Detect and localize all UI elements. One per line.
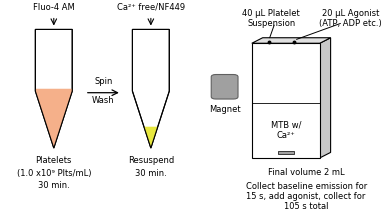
Bar — [252, 43, 320, 158]
Text: Fluo-4 AM: Fluo-4 AM — [33, 3, 74, 12]
Text: MTB w/
Ca²⁺: MTB w/ Ca²⁺ — [270, 121, 301, 140]
Text: Resuspend: Resuspend — [128, 156, 174, 165]
Text: Spin: Spin — [94, 77, 113, 86]
Text: Platelets: Platelets — [36, 156, 72, 165]
Polygon shape — [132, 29, 169, 148]
Polygon shape — [144, 127, 158, 148]
Polygon shape — [35, 89, 72, 148]
Text: 40 μL Platelet
Suspension: 40 μL Platelet Suspension — [242, 9, 300, 28]
Bar — [278, 151, 294, 154]
Polygon shape — [252, 38, 330, 43]
Text: Wash: Wash — [92, 96, 114, 105]
Text: Ca²⁺ free/NF449: Ca²⁺ free/NF449 — [117, 3, 185, 12]
FancyBboxPatch shape — [211, 75, 238, 99]
Text: 30 min.: 30 min. — [135, 169, 167, 178]
Text: Magnet: Magnet — [209, 105, 240, 114]
Text: Final volume 2 mL: Final volume 2 mL — [268, 168, 345, 177]
Polygon shape — [35, 29, 72, 148]
Text: 20 μL Agonist
(ATP, ADP etc.): 20 μL Agonist (ATP, ADP etc.) — [319, 9, 382, 28]
Text: Collect baseline emission for
15 s, add agonist, collect for
105 s total: Collect baseline emission for 15 s, add … — [245, 182, 367, 211]
Polygon shape — [320, 38, 330, 158]
Polygon shape — [35, 89, 72, 148]
Text: 30 min.: 30 min. — [38, 181, 70, 190]
Polygon shape — [144, 127, 158, 148]
Text: (1.0 x10⁹ Plts/mL): (1.0 x10⁹ Plts/mL) — [16, 169, 91, 178]
